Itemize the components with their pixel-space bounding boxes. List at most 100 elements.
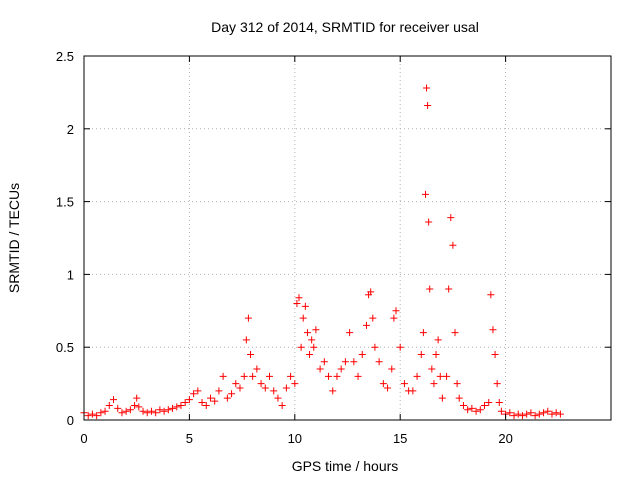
data-point	[392, 307, 400, 315]
data-point	[333, 372, 341, 380]
data-point	[194, 387, 202, 395]
data-point	[131, 401, 139, 409]
data-point	[160, 407, 168, 415]
data-point	[181, 399, 189, 407]
data-point	[282, 384, 290, 392]
data-point	[152, 409, 160, 417]
data-point	[291, 380, 299, 388]
data-point	[424, 102, 432, 110]
data-point	[211, 397, 219, 405]
data-point	[257, 380, 265, 388]
data-point	[409, 387, 417, 395]
data-point	[219, 372, 227, 380]
data-point	[177, 401, 185, 409]
data-point	[472, 407, 480, 415]
y-tick-label: 1.5	[56, 195, 74, 210]
chart-title: Day 312 of 2014, SRMTID for receiver usa…	[211, 19, 479, 35]
axis-ticks: 0 0.5 1 1.5 2 2.5 0 5 10 15 20	[56, 49, 611, 446]
data-point	[489, 326, 497, 334]
x-tick-label: 15	[393, 431, 407, 446]
data-point	[514, 410, 522, 418]
data-point	[481, 401, 489, 409]
data-point	[293, 300, 301, 308]
data-point	[518, 412, 526, 420]
data-point	[156, 406, 164, 414]
x-tick-label: 5	[186, 431, 193, 446]
data-point	[451, 329, 459, 337]
data-point	[362, 321, 370, 329]
data-point	[379, 380, 387, 388]
data-point	[236, 384, 244, 392]
data-point	[426, 285, 434, 293]
data-point	[346, 329, 354, 337]
data-point	[312, 326, 320, 334]
data-point	[447, 214, 455, 222]
data-point	[232, 380, 240, 388]
data-point	[88, 410, 96, 418]
data-point	[506, 409, 514, 417]
data-point	[242, 336, 250, 344]
data-point	[464, 406, 472, 414]
data-point	[369, 314, 377, 322]
data-point	[523, 410, 531, 418]
data-point	[341, 358, 349, 366]
data-point	[350, 358, 358, 366]
data-point	[249, 372, 257, 380]
data-point	[434, 336, 442, 344]
data-point	[143, 409, 151, 417]
data-point	[428, 365, 436, 373]
y-tick-label: 1	[67, 267, 74, 282]
data-point	[459, 401, 467, 409]
data-point	[436, 372, 444, 380]
data-point	[126, 406, 134, 414]
data-point	[438, 394, 446, 402]
y-axis-label: SRMTID / TECUs	[6, 183, 22, 293]
x-tick-label: 0	[80, 431, 87, 446]
data-point	[274, 394, 282, 402]
data-point	[215, 387, 223, 395]
data-point	[535, 410, 543, 418]
data-point	[400, 380, 408, 388]
data-point	[110, 396, 118, 404]
y-tick-label: 2	[67, 122, 74, 137]
data-point	[122, 407, 130, 415]
data-point	[270, 387, 278, 395]
data-point	[417, 350, 425, 358]
data-point	[185, 396, 193, 404]
data-point	[527, 409, 535, 417]
data-point	[97, 409, 105, 417]
data-point	[223, 394, 231, 402]
data-point	[105, 401, 113, 409]
data-point	[497, 407, 505, 415]
data-point	[303, 329, 311, 337]
data-point	[358, 350, 366, 358]
data-point	[164, 406, 172, 414]
data-point	[531, 412, 539, 420]
data-point	[468, 404, 476, 412]
data-point	[445, 285, 453, 293]
data-point	[310, 343, 318, 351]
data-point	[556, 410, 564, 418]
data-point	[133, 394, 141, 402]
data-point	[308, 336, 316, 344]
data-point	[540, 409, 548, 417]
data-point	[84, 412, 92, 420]
data-point	[421, 190, 429, 198]
data-point	[384, 384, 392, 392]
data-points	[80, 84, 564, 420]
plot-frame	[83, 55, 612, 421]
data-point	[202, 401, 210, 409]
data-point	[118, 409, 126, 417]
data-point	[301, 302, 309, 310]
data-point	[244, 314, 252, 322]
grid	[84, 56, 611, 420]
data-point	[325, 372, 333, 380]
data-point	[329, 387, 337, 395]
data-point	[114, 404, 122, 412]
data-point	[139, 407, 147, 415]
data-point	[306, 350, 314, 358]
data-point	[375, 358, 383, 366]
data-point	[390, 314, 398, 322]
data-point	[354, 372, 362, 380]
data-point	[371, 343, 379, 351]
